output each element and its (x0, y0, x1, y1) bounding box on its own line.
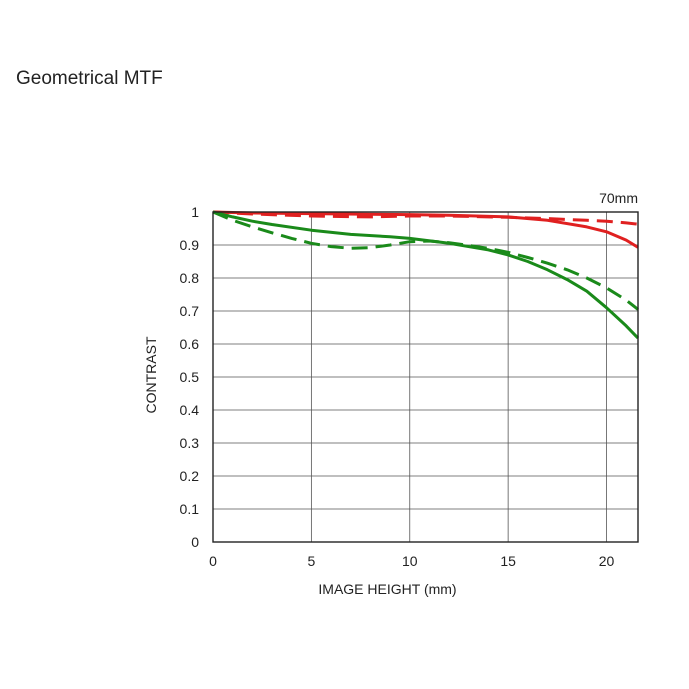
y-tick-label: 1 (191, 204, 199, 220)
x-tick-label: 15 (500, 553, 516, 569)
series-layer (212, 210, 640, 340)
y-tick-label: 0.6 (180, 336, 200, 352)
y-tick-label: 0.4 (180, 402, 200, 418)
y-tick-label: 0.8 (180, 270, 200, 286)
mtf-series-line-2 (212, 210, 639, 226)
mtf-series-line-4 (212, 210, 639, 311)
y-tick-label: 0 (191, 534, 199, 550)
x-axis-label: IMAGE HEIGHT (mm) (318, 581, 456, 597)
y-tick-label: 0.2 (180, 468, 200, 484)
tick-layer: 00.10.20.30.40.50.60.70.80.910 5 10 15 20 (180, 204, 615, 569)
y-tick-label: 0.7 (180, 303, 200, 319)
grid-layer (212, 211, 638, 543)
x-tick-label: 20 (599, 553, 615, 569)
x-tick-label: 5 (307, 553, 315, 569)
x-tick-label: 10 (402, 553, 418, 569)
focal-length-label: 70mm (599, 190, 638, 206)
x-tick-label: 0 (209, 553, 217, 569)
plot-frame (212, 211, 639, 543)
y-axis-label: CONTRAST (143, 336, 159, 413)
y-tick-label: 0.1 (180, 501, 200, 517)
y-tick-label: 0.3 (180, 435, 200, 451)
y-tick-label: 0.9 (180, 237, 200, 253)
mtf-series-line-3 (212, 210, 640, 340)
y-tick-label: 0.5 (180, 369, 200, 385)
page-title: Geometrical MTF (16, 68, 163, 89)
